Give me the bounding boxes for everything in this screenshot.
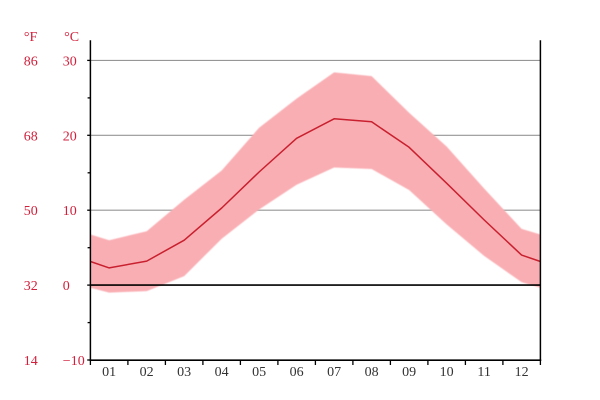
svg-text:08: 08 [365, 365, 379, 380]
svg-text:20: 20 [63, 129, 77, 144]
svg-text:°F: °F [24, 30, 38, 45]
svg-text:°C: °C [64, 30, 79, 45]
svg-text:02: 02 [140, 365, 154, 380]
svg-text:12: 12 [515, 365, 529, 380]
svg-text:86: 86 [24, 54, 38, 69]
svg-text:04: 04 [215, 365, 229, 380]
svg-text:32: 32 [24, 279, 38, 294]
svg-text:68: 68 [24, 129, 38, 144]
svg-text:50: 50 [24, 204, 38, 219]
svg-text:14: 14 [24, 354, 38, 369]
svg-text:10: 10 [63, 204, 77, 219]
svg-text:05: 05 [252, 365, 266, 380]
svg-text:11: 11 [477, 365, 490, 380]
svg-text:0: 0 [63, 279, 70, 294]
svg-text:06: 06 [290, 365, 304, 380]
svg-text:30: 30 [63, 54, 77, 69]
svg-text:09: 09 [402, 365, 416, 380]
svg-text:−10: −10 [63, 354, 85, 369]
svg-text:10: 10 [440, 365, 454, 380]
svg-text:03: 03 [177, 365, 191, 380]
svg-text:07: 07 [327, 365, 341, 380]
svg-text:01: 01 [102, 365, 116, 380]
